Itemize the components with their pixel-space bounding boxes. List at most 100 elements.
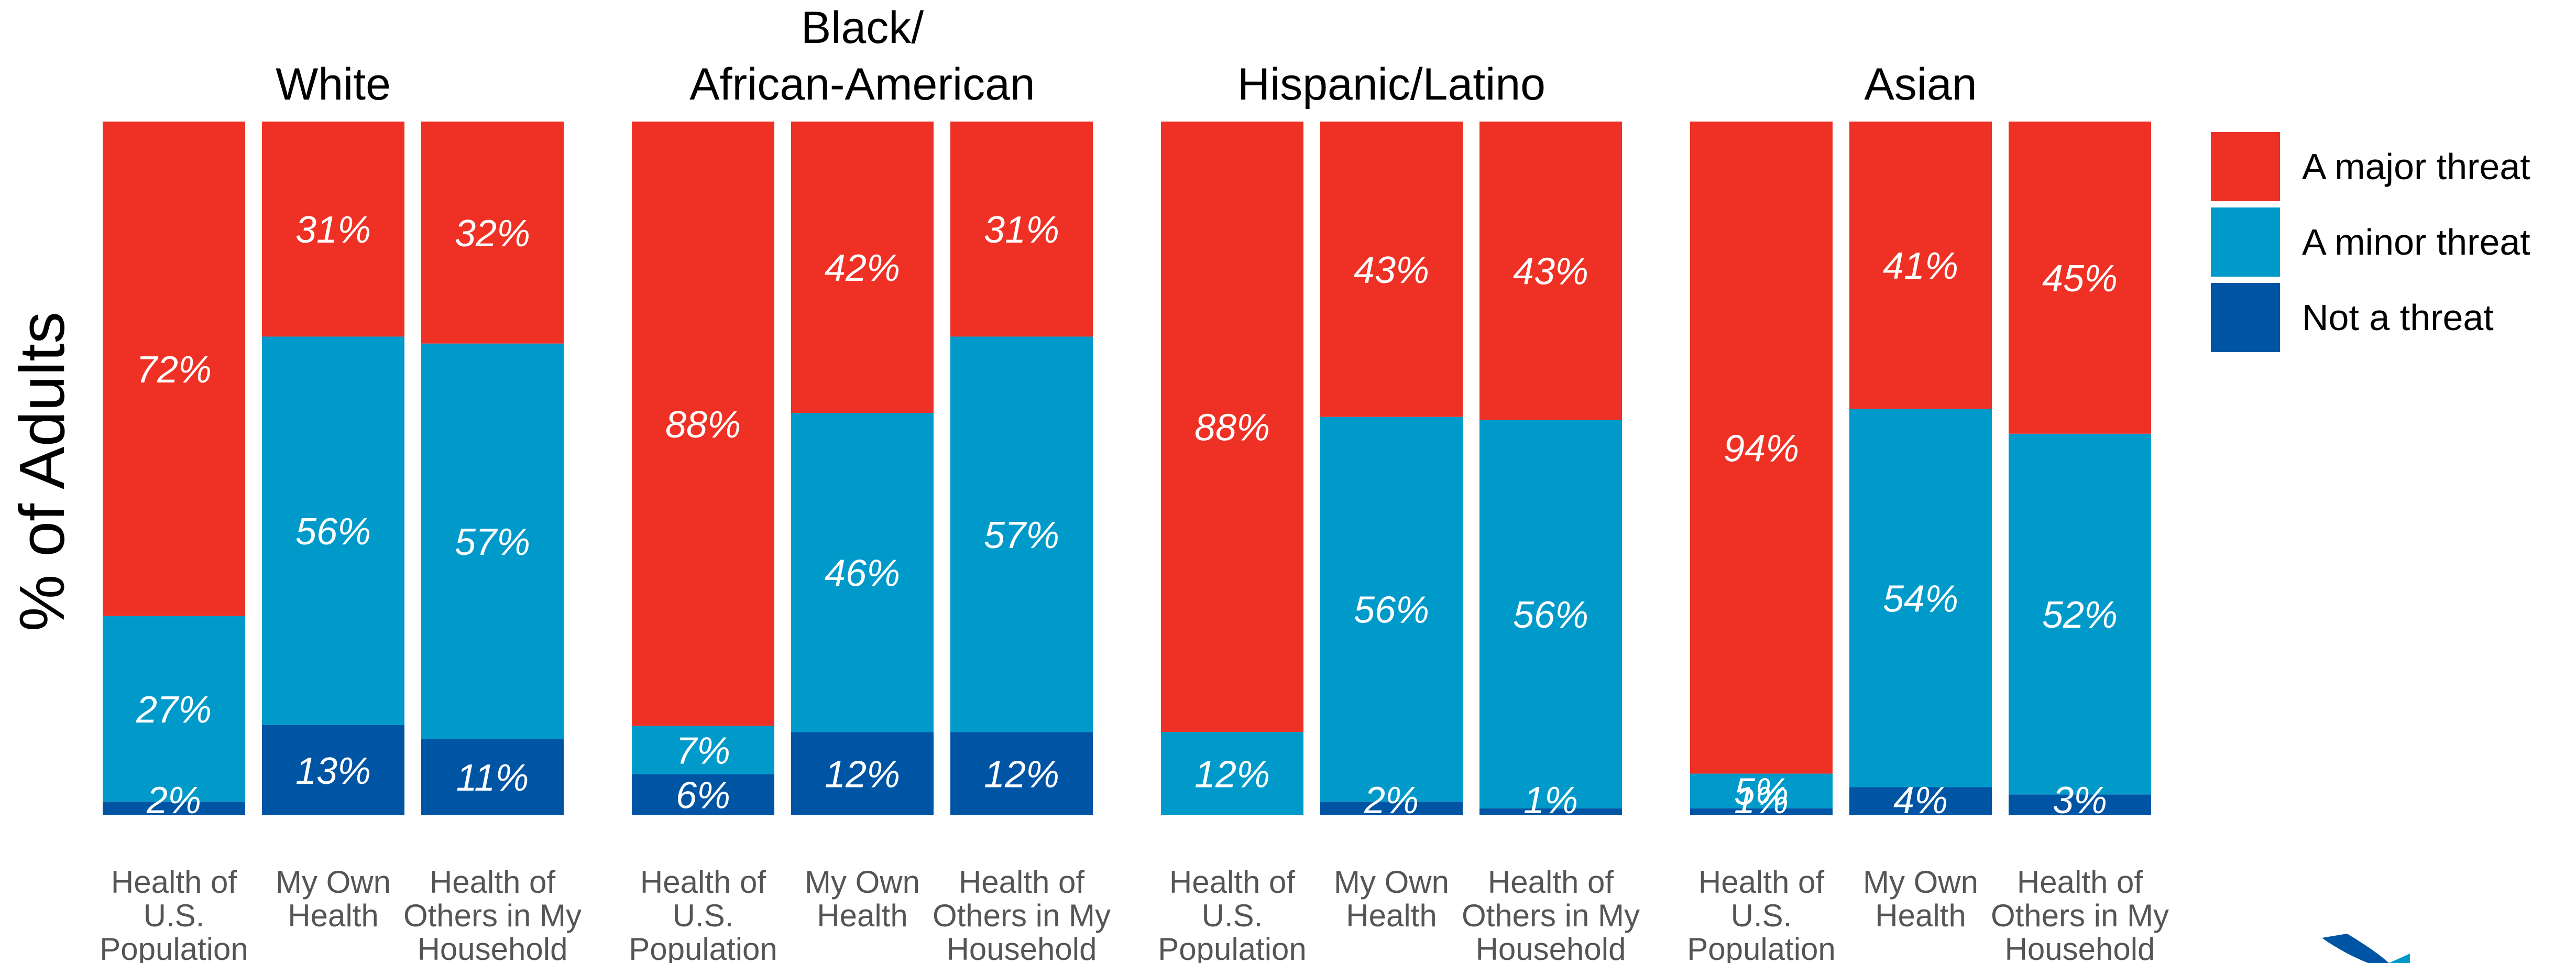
category-label-hispanic-latino-health-of-others-in-my-household-line-3: Household bbox=[1476, 932, 1626, 963]
category-label-asian-health-of-others-in-my-household-line-1: Health of bbox=[2017, 864, 2143, 900]
segment-labels-layer: 2% 27% 72% 13% 56% 31% 11% 57% 32% 6%7% 88% 12% 46% 4… bbox=[136, 209, 2118, 822]
category-label-white-health-of-others-in-my-household-line-1: Health of bbox=[430, 864, 555, 900]
bar-segment-white-my-own-health-a-minor-threat bbox=[262, 336, 404, 725]
bar-segment-white-health-of-others-in-my-household-a-minor-threat bbox=[421, 343, 564, 739]
bar-segment-black-african-american-health-of-u-s-population-a-minor-threat bbox=[632, 726, 774, 774]
bar-segment-hispanic-latino-my-own-health-a-minor-threat bbox=[1320, 417, 1463, 802]
category-label-asian-health-of-others-in-my-household-line-2: Others in My bbox=[1991, 898, 2169, 933]
value-label-asian-health-of-others-in-my-household-a-major-threat: 45% bbox=[2042, 258, 2118, 300]
bar-segment-black-african-american-health-of-u-s-population-not-a-threat bbox=[632, 774, 774, 815]
bar-segment-asian-my-own-health-a-minor-threat bbox=[1849, 409, 1992, 787]
category-label-white-health-of-u-s-population-line-3: Population bbox=[100, 932, 248, 963]
value-label-black-african-american-my-own-health-a-minor-threat: 46% bbox=[825, 553, 900, 595]
category-label-hispanic-latino-health-of-u-s-population-line-2: U.S. bbox=[1202, 898, 1263, 933]
bar-segment-white-health-of-u-s-population-a-major-threat bbox=[103, 122, 245, 616]
bar-segment-asian-health-of-u-s-population-not-a-threat bbox=[1690, 808, 1833, 815]
bar-segment-asian-health-of-others-in-my-household-a-major-threat bbox=[2009, 122, 2151, 434]
bar-segment-asian-health-of-u-s-population-a-minor-threat bbox=[1690, 773, 1833, 808]
value-label-asian-health-of-u-s-population-a-major-threat: 94% bbox=[1724, 428, 1799, 469]
category-label-black-african-american-health-of-u-s-population-line-3: Population bbox=[629, 932, 777, 963]
value-label-hispanic-latino-health-of-u-s-population-a-minor-threat: 12% bbox=[1194, 754, 1270, 796]
bar-segment-black-african-american-health-of-others-in-my-household-a-major-threat bbox=[950, 122, 1093, 337]
bar-segment-hispanic-latino-health-of-u-s-population-a-minor-threat bbox=[1161, 732, 1303, 815]
value-label-black-african-american-health-of-others-in-my-household-a-major-threat: 31% bbox=[984, 209, 1059, 251]
category-label-hispanic-latino-my-own-health-line-2: Health bbox=[1346, 898, 1437, 933]
category-label-black-african-american-health-of-others-in-my-household-line-3: Household bbox=[947, 932, 1097, 963]
bar-segment-hispanic-latino-health-of-others-in-my-household-a-major-threat bbox=[1479, 122, 1622, 420]
legend-swatch-a-minor-threat bbox=[2211, 207, 2280, 277]
group-title-black-african-american-line-2: African-American bbox=[689, 59, 1035, 110]
bar-segment-hispanic-latino-my-own-health-a-major-threat bbox=[1320, 122, 1463, 417]
bar-segment-hispanic-latino-my-own-health-not-a-threat bbox=[1320, 801, 1463, 815]
category-label-black-african-american-health-of-u-s-population-line-1: Health of bbox=[640, 864, 766, 900]
value-label-asian-my-own-health-not-a-threat: 4% bbox=[1893, 780, 1948, 822]
category-label-asian-health-of-u-s-population-line-2: U.S. bbox=[1731, 898, 1792, 933]
bar-segment-asian-my-own-health-a-major-threat bbox=[1849, 122, 1992, 409]
bar-segment-white-my-own-health-not-a-threat bbox=[262, 725, 404, 815]
y-axis-label-layer: % of Adults bbox=[6, 312, 78, 631]
value-label-black-african-american-health-of-others-in-my-household-a-minor-threat: 57% bbox=[984, 515, 1059, 556]
group-title-white: White bbox=[276, 59, 391, 110]
value-label-hispanic-latino-my-own-health-a-major-threat: 43% bbox=[1354, 249, 1429, 291]
group-title-black-african-american-line-1: Black/ bbox=[801, 3, 924, 53]
bar-segment-black-african-american-health-of-others-in-my-household-not-a-threat bbox=[950, 732, 1093, 815]
bar-segment-asian-health-of-others-in-my-household-not-a-threat bbox=[2009, 794, 2151, 815]
value-label-black-african-american-health-of-u-s-population-a-minor-threat: 7% bbox=[676, 730, 730, 772]
bar-segment-white-health-of-others-in-my-household-not-a-threat bbox=[421, 739, 564, 815]
value-label-black-african-american-health-of-u-s-population-not-a-threat: 6% bbox=[676, 775, 730, 817]
value-label-asian-my-own-health-a-major-threat: 41% bbox=[1883, 245, 1958, 287]
group-title-asian: Asian bbox=[1864, 59, 1977, 110]
category-label-white-health-of-others-in-my-household-line-2: Others in My bbox=[403, 898, 582, 933]
logo-swoosh-accent bbox=[2389, 954, 2410, 963]
category-label-white-health-of-u-s-population-line-2: U.S. bbox=[144, 898, 205, 933]
legend-label-a-minor-threat: A minor threat bbox=[2302, 222, 2530, 262]
category-label-white-health-of-others-in-my-household-line-3: Household bbox=[418, 932, 568, 963]
category-label-white-health-of-u-s-population-line-1: Health of bbox=[111, 864, 237, 900]
bar-segment-hispanic-latino-health-of-others-in-my-household-a-minor-threat bbox=[1479, 420, 1622, 808]
value-label-white-my-own-health-a-minor-threat: 56% bbox=[295, 511, 371, 553]
legend-swatch-not-a-threat bbox=[2211, 283, 2280, 352]
value-label-white-health-of-u-s-population-a-minor-threat: 27% bbox=[136, 689, 212, 731]
bar-segment-hispanic-latino-health-of-others-in-my-household-not-a-threat bbox=[1479, 808, 1622, 815]
category-label-asian-my-own-health-line-1: My Own bbox=[1863, 864, 1978, 900]
value-label-black-african-american-health-of-u-s-population-a-major-threat: 88% bbox=[665, 404, 741, 446]
category-label-black-african-american-health-of-others-in-my-household-line-1: Health of bbox=[959, 864, 1084, 900]
value-label-white-health-of-u-s-population-a-major-threat: 72% bbox=[136, 349, 212, 391]
bar-segment-hispanic-latino-health-of-u-s-population-a-major-threat bbox=[1161, 122, 1303, 732]
value-label-hispanic-latino-my-own-health-a-minor-threat: 56% bbox=[1354, 589, 1429, 631]
bar-segment-black-african-american-health-of-others-in-my-household-a-minor-threat bbox=[950, 336, 1093, 732]
value-label-asian-health-of-others-in-my-household-a-minor-threat: 52% bbox=[2042, 594, 2118, 636]
value-label-hispanic-latino-health-of-others-in-my-household-a-major-threat: 43% bbox=[1513, 251, 1588, 293]
group-titles-layer: White Black/African-American Hispanic/Lati… bbox=[276, 3, 1977, 110]
value-label-black-african-american-health-of-others-in-my-household-not-a-threat: 12% bbox=[984, 754, 1059, 796]
category-label-white-my-own-health-line-2: Health bbox=[288, 898, 378, 933]
value-label-hispanic-latino-health-of-others-in-my-household-not-a-threat: 1% bbox=[1523, 780, 1578, 822]
bar-segment-black-african-american-health-of-u-s-population-a-major-threat bbox=[632, 122, 774, 726]
bar-segment-asian-my-own-health-not-a-threat bbox=[1849, 787, 1992, 815]
value-label-white-health-of-others-in-my-household-a-minor-threat: 57% bbox=[455, 521, 530, 563]
bar-segment-asian-health-of-u-s-population-a-major-threat bbox=[1690, 122, 1833, 774]
value-label-asian-health-of-others-in-my-household-not-a-threat: 3% bbox=[2053, 780, 2107, 822]
legend-label-a-major-threat: A major threat bbox=[2302, 146, 2530, 187]
bar-segment-black-african-american-my-own-health-not-a-threat bbox=[791, 732, 934, 815]
bars-layer bbox=[103, 122, 2151, 815]
category-label-hispanic-latino-my-own-health-line-1: My Own bbox=[1334, 864, 1449, 900]
category-label-asian-health-of-u-s-population-line-3: Population bbox=[1687, 932, 1836, 963]
value-label-asian-my-own-health-a-minor-threat: 54% bbox=[1883, 578, 1958, 620]
value-label-asian-health-of-u-s-population-not-a-threat: 1% bbox=[1734, 780, 1789, 822]
value-label-white-health-of-others-in-my-household-not-a-threat: 11% bbox=[456, 757, 529, 799]
logo-fragment bbox=[2322, 934, 2410, 963]
bar-segment-white-health-of-u-s-population-not-a-threat bbox=[103, 801, 245, 815]
bar-segment-white-health-of-others-in-my-household-a-major-threat bbox=[421, 122, 564, 344]
bar-segment-white-health-of-u-s-population-a-minor-threat bbox=[103, 616, 245, 802]
y-axis-label: % of Adults bbox=[6, 312, 78, 631]
value-label-white-my-own-health-not-a-threat: 13% bbox=[295, 750, 371, 792]
value-label-hispanic-latino-my-own-health-not-a-threat: 2% bbox=[1364, 780, 1419, 822]
category-label-black-african-american-health-of-u-s-population-line-2: U.S. bbox=[673, 898, 734, 933]
bar-segment-black-african-american-my-own-health-a-minor-threat bbox=[791, 413, 934, 732]
category-label-black-african-american-my-own-health-line-1: My Own bbox=[805, 864, 920, 900]
value-label-hispanic-latino-health-of-others-in-my-household-a-minor-threat: 56% bbox=[1513, 594, 1588, 636]
group-title-hispanic-latino: Hispanic/Latino bbox=[1237, 59, 1545, 110]
